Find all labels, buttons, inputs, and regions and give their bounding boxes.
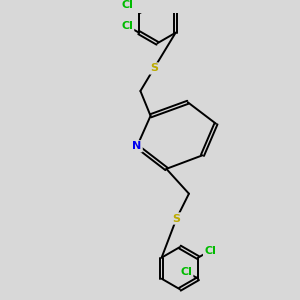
Text: S: S [172,214,181,224]
Text: Cl: Cl [121,0,133,10]
Text: Cl: Cl [204,246,216,256]
Text: S: S [150,63,158,74]
Text: N: N [132,141,142,151]
Text: Cl: Cl [180,267,192,277]
Text: Cl: Cl [121,21,133,31]
